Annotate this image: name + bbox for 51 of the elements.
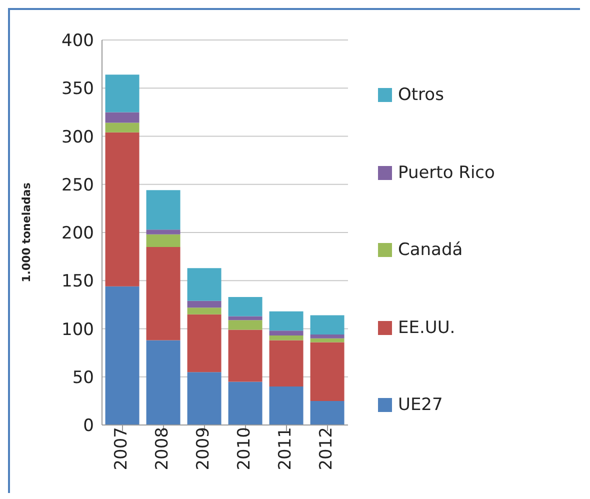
bar [310, 400, 344, 425]
bar [269, 330, 304, 336]
bar [105, 286, 140, 425]
x-tick-label: 2010 [234, 427, 255, 470]
x-tick-label: 2007 [112, 427, 132, 470]
y-tick-label: 150 [62, 272, 94, 292]
bar [105, 122, 140, 132]
bar [146, 234, 180, 247]
legend-label: UE27 [398, 395, 443, 415]
bar [187, 308, 222, 314]
bar [269, 311, 304, 331]
y-axis-title: 1.000 toneladas [20, 182, 33, 282]
bar [187, 314, 222, 372]
bar [310, 315, 344, 335]
legend-label: Canadá [398, 240, 463, 260]
bar [146, 246, 180, 340]
y-tick-label: 50 [72, 368, 94, 388]
x-tick-label: 2008 [152, 427, 173, 470]
legend-label: EE.UU. [398, 318, 456, 338]
bar [269, 335, 304, 340]
y-tick-label: 400 [62, 31, 94, 52]
bar [228, 320, 262, 330]
bar [146, 190, 180, 230]
bar [146, 230, 180, 234]
y-tick-label: 200 [62, 224, 94, 244]
y-tick-label: 300 [62, 127, 94, 148]
y-tick-label: 250 [62, 175, 94, 196]
x-tick-label: 2012 [316, 427, 337, 470]
bar [310, 334, 344, 338]
bar [269, 386, 304, 425]
bar [228, 296, 262, 316]
bar [187, 268, 222, 301]
x-tick-label: 2009 [194, 427, 214, 470]
bar [228, 382, 262, 425]
legend-label: Otros [398, 85, 444, 105]
bar [146, 340, 180, 425]
bar [228, 316, 262, 320]
y-tick-label: 0 [83, 416, 94, 436]
bar [269, 340, 304, 386]
bar [187, 372, 222, 425]
bar [228, 330, 262, 382]
x-tick-label: 2011 [276, 427, 296, 470]
legend-label: Puerto Rico [398, 162, 495, 182]
bar [310, 338, 344, 342]
y-tick-label: 350 [62, 79, 94, 100]
y-tick-label: 100 [62, 320, 94, 340]
bar [187, 300, 222, 308]
bar [310, 342, 344, 401]
bar [105, 112, 140, 123]
bar [105, 74, 140, 112]
bar [105, 132, 140, 286]
